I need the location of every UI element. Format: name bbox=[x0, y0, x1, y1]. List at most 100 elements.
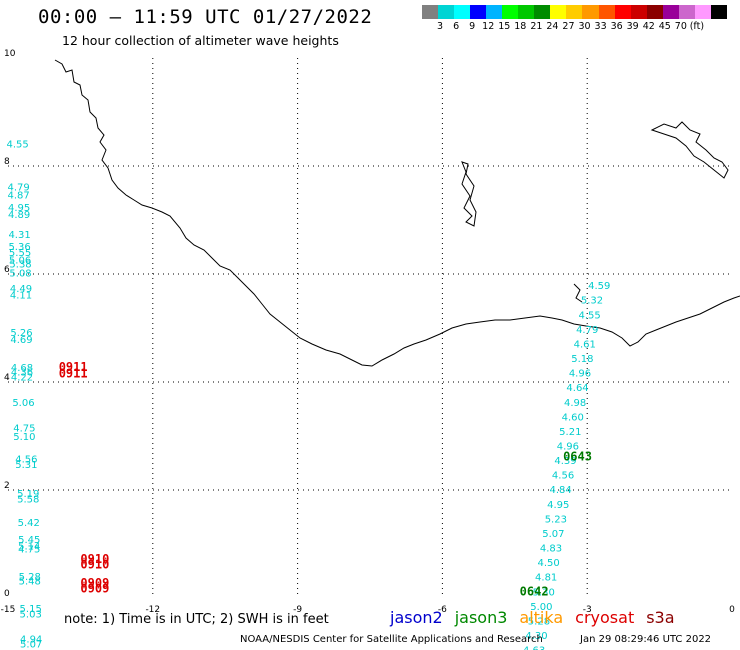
legend-swatch bbox=[630, 5, 647, 19]
legend-label: 45 bbox=[658, 21, 671, 32]
pass-time-label: 0911 bbox=[59, 360, 88, 374]
pass-time-label: 0910 bbox=[80, 557, 109, 571]
legend-swatch bbox=[534, 5, 551, 19]
y-tick-label: 6 bbox=[4, 265, 10, 275]
wave-height-value: 5.28 bbox=[528, 616, 550, 627]
color-scale-legend bbox=[422, 5, 727, 19]
mission-altika: altika bbox=[519, 608, 564, 627]
legend-label: 39 bbox=[626, 21, 639, 32]
wave-height-value: 5.58 bbox=[17, 494, 39, 505]
legend-label: 18 bbox=[514, 21, 527, 32]
legend-swatch bbox=[550, 5, 567, 19]
pass-time-label: 0909 bbox=[80, 576, 109, 590]
wave-height-value: 5.07 bbox=[20, 640, 42, 650]
legend-label: 24 bbox=[546, 21, 559, 32]
legend-swatch bbox=[454, 5, 471, 19]
north-east-lake bbox=[650, 121, 729, 179]
mission-legend: jason2 jason3 altika cryosat s3a bbox=[390, 608, 687, 627]
x-tick-label: -9 bbox=[293, 605, 302, 615]
wave-height-value: 4.59 bbox=[588, 281, 610, 292]
legend-label: 36 bbox=[610, 21, 623, 32]
axis-tick-labels: -15 -12 -9 -6 -3 0 0 2 4 6 8 10 bbox=[1, 49, 735, 615]
legend-swatch bbox=[470, 5, 487, 19]
pass-time-label: 0910 bbox=[80, 552, 109, 566]
lake-volta bbox=[461, 161, 477, 227]
wave-height-value: 4.39 bbox=[554, 456, 576, 467]
legend-label: 70 bbox=[674, 21, 687, 32]
y-tick-label: 10 bbox=[4, 49, 16, 59]
mission-jason3: jason3 bbox=[454, 608, 508, 627]
wave-height-value: 4.98 bbox=[564, 398, 586, 409]
west-africa-coastline bbox=[54, 59, 740, 367]
legend-swatch bbox=[582, 5, 599, 19]
wave-height-value: 5.03 bbox=[20, 609, 42, 620]
wave-height-value: 5.30 bbox=[533, 587, 555, 598]
wave-height-value: 5.19 bbox=[17, 489, 39, 500]
coastline bbox=[54, 59, 740, 367]
wave-height-value: 4.22 bbox=[11, 372, 33, 383]
x-tick-label: -12 bbox=[145, 605, 160, 615]
wave-height-value: 4.96 bbox=[557, 442, 579, 453]
wave-height-value: 4.31 bbox=[8, 230, 30, 241]
wave-height-value: 4.55 bbox=[7, 140, 29, 151]
wave-height-value: 5.08 bbox=[9, 269, 31, 280]
y-tick-label: 2 bbox=[4, 481, 10, 491]
wave-height-value: 5.32 bbox=[581, 296, 603, 307]
pass-time-label: 0911 bbox=[59, 367, 88, 381]
mission-cryosat: cryosat bbox=[575, 608, 635, 627]
legend-swatch bbox=[678, 5, 695, 19]
wave-height-value: 5.28 bbox=[19, 572, 41, 583]
legend-swatch bbox=[710, 5, 727, 19]
wave-height-value: 5.26 bbox=[10, 328, 32, 339]
wave-height-value: 4.30 bbox=[525, 631, 547, 642]
wave-height-value: 5.10 bbox=[13, 432, 35, 443]
wave-height-value: 4.61 bbox=[574, 339, 596, 350]
wave-height-value: 5.14 bbox=[18, 541, 40, 552]
wave-height-value: 5.07 bbox=[542, 529, 564, 540]
pass-time-label: 0909 bbox=[80, 582, 109, 596]
wave-height-value: 4.87 bbox=[7, 190, 29, 201]
y-tick-label: 4 bbox=[4, 373, 10, 383]
legend-swatch bbox=[598, 5, 615, 19]
wave-height-value: 4.79 bbox=[576, 325, 598, 336]
legend-label: 15 bbox=[498, 21, 511, 32]
legend-label: 30 bbox=[578, 21, 591, 32]
color-scale-labels: 3 6 9 12 15 18 21 24 27 30 33 36 39 42 45 70 (ft) bbox=[422, 21, 740, 33]
legend-label: 3 bbox=[437, 21, 444, 32]
mission-jason2: jason2 bbox=[390, 608, 443, 627]
wave-height-value: 5.00 bbox=[530, 602, 552, 613]
legend-swatch bbox=[614, 5, 631, 19]
wave-height-value: 5.38 bbox=[9, 260, 31, 271]
wave-height-value: 5.06 bbox=[12, 398, 34, 409]
wave-height-value: 4.75 bbox=[18, 545, 40, 556]
legend-label: 42 bbox=[642, 21, 655, 32]
legend-swatch bbox=[662, 5, 679, 19]
legend-swatch bbox=[422, 5, 439, 19]
wave-height-value: 4.63 bbox=[523, 646, 545, 650]
wave-height-value: 5.23 bbox=[545, 514, 567, 525]
wave-height-value: 4.94 bbox=[20, 634, 42, 645]
y-tick-label: 8 bbox=[4, 157, 10, 167]
units-note: note: 1) Time is in UTC; 2) SWH is in fe… bbox=[64, 612, 329, 627]
legend-swatch bbox=[694, 5, 711, 19]
y-tick-label: 0 bbox=[4, 589, 10, 599]
legend-swatch bbox=[566, 5, 583, 19]
wave-height-value: 4.95 bbox=[547, 500, 569, 511]
legend-label: (ft) bbox=[689, 21, 705, 32]
wave-height-value: 5.06 bbox=[9, 256, 31, 267]
wave-height-value: 5.55 bbox=[9, 248, 31, 259]
map-title: 00:00 – 11:59 UTC 01/27/2022 bbox=[38, 6, 373, 28]
wave-height-value: 5.48 bbox=[19, 577, 41, 588]
wave-height-value: 4.95 bbox=[8, 203, 30, 214]
wave-height-value: 4.68 bbox=[11, 363, 33, 374]
wave-height-value: 4.96 bbox=[569, 369, 591, 380]
credit-line: NOAA/NESDIS Center for Satellite Applica… bbox=[240, 634, 543, 645]
east-coast-detail bbox=[573, 283, 583, 303]
pass-time-label: 0643 bbox=[563, 449, 592, 463]
wave-height-value: 4.11 bbox=[10, 290, 32, 301]
legend-swatch bbox=[646, 5, 663, 19]
altimeter-tracks: 4.59 5.32 4.55 4.79 4.61 5.18 4.96 4.64 4.98 4.60… bbox=[7, 140, 611, 650]
x-tick-label: -3 bbox=[583, 605, 592, 615]
wave-height-value: 4.36 bbox=[11, 368, 33, 379]
